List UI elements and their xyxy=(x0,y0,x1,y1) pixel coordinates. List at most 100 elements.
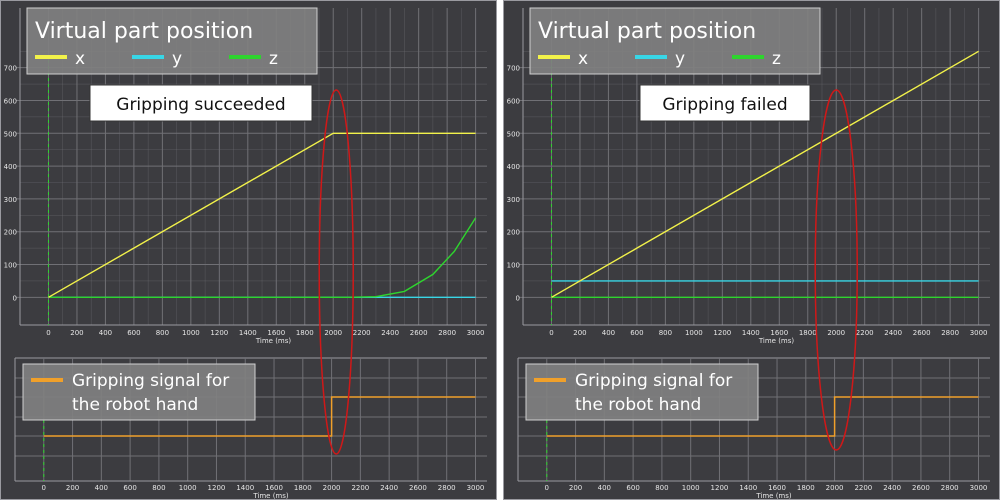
x-tick-label: 1200 xyxy=(210,329,228,337)
signal-legend: Gripping signal for the robot hand xyxy=(525,363,759,421)
signal-legend-line2: the robot hand xyxy=(72,395,198,415)
legend-label-z: z xyxy=(772,49,781,69)
x-tick-label: 200 xyxy=(70,329,83,337)
x-tick-label: 400 xyxy=(95,484,108,492)
y-tick-label: 500 xyxy=(507,130,520,138)
status-label-group: Gripping failed xyxy=(639,84,811,122)
x-tick-label: 2800 xyxy=(941,329,959,337)
status-label-box xyxy=(89,84,313,122)
x-tick-label: 2800 xyxy=(438,329,456,337)
x-tick-label: 2400 xyxy=(380,484,398,492)
panel-failed: 0 100 200 300 400 500 600 700 0 200 400 600 800 1000 1… xyxy=(503,0,1000,500)
y-tick-label: 600 xyxy=(4,97,17,105)
x-tick-label: 1200 xyxy=(208,484,226,492)
x-tick-label: 1800 xyxy=(799,329,817,337)
x-tick-label: 1800 xyxy=(294,484,312,492)
x-axis-label: Time (ms) xyxy=(255,337,292,345)
signal-legend-line2: the robot hand xyxy=(575,395,701,415)
x-axis-label: Time (ms) xyxy=(755,492,792,500)
x-axis-label: Time (ms) xyxy=(252,492,289,500)
highlight-ellipse xyxy=(318,89,354,455)
signal-legend-line1: Gripping signal for xyxy=(575,371,732,391)
series-gripping-signal-line xyxy=(546,396,979,437)
x-tick-label: 2200 xyxy=(856,329,874,337)
y-tick-label: 400 xyxy=(4,163,17,171)
highlight-ellipse xyxy=(814,89,858,451)
x-tick-label: 1400 xyxy=(742,329,760,337)
x-tick-label: 1000 xyxy=(179,484,197,492)
x-tick-label: 3000 xyxy=(467,484,485,492)
x-tick-label: 600 xyxy=(127,329,140,337)
x-tick-label: 2200 xyxy=(353,329,371,337)
y-tick-label: 700 xyxy=(507,65,520,73)
x-tick-label: 1600 xyxy=(768,484,786,492)
status-label: Gripping succeeded xyxy=(116,95,285,115)
legend-box xyxy=(26,7,318,75)
x-tick-label: 0 xyxy=(549,329,553,337)
x-tick-label: 2200 xyxy=(854,484,872,492)
y-tick-label: 600 xyxy=(507,97,520,105)
x-tick-label: 2800 xyxy=(941,484,959,492)
y-tick-label: 500 xyxy=(4,130,17,138)
x-tick-label: 0 xyxy=(545,484,549,492)
x-tick-label: 200 xyxy=(66,484,79,492)
panel-background xyxy=(503,0,1000,500)
y-tick-label: 0 xyxy=(516,294,520,302)
y-tick-label: 200 xyxy=(4,229,17,237)
x-tick-label: 1200 xyxy=(713,329,731,337)
status-label: Gripping failed xyxy=(662,95,787,115)
legend-title: Virtual part position xyxy=(538,19,756,44)
signal-legend: Gripping signal for the robot hand xyxy=(22,363,256,421)
series-x-line xyxy=(48,132,476,298)
y-tick-label: 100 xyxy=(507,262,520,270)
x-tick-label: 2400 xyxy=(381,329,399,337)
status-label-box xyxy=(639,84,811,122)
x-tick-label: 400 xyxy=(99,329,112,337)
y-tick-label: 300 xyxy=(507,196,520,204)
x-tick-label: 2600 xyxy=(409,484,427,492)
x-tick-label: 1000 xyxy=(685,329,703,337)
x-tick-label: 800 xyxy=(152,484,165,492)
x-tick-label: 0 xyxy=(46,329,50,337)
x-tick-label: 2000 xyxy=(324,329,342,337)
x-tick-label: 1400 xyxy=(739,484,757,492)
x-tick-label: 3000 xyxy=(970,329,988,337)
x-tick-label: 3000 xyxy=(970,484,988,492)
y-tick-label: 400 xyxy=(507,163,520,171)
x-tick-label: 200 xyxy=(573,329,586,337)
x-tick-label: 800 xyxy=(655,484,668,492)
position-legend: Virtual part position x y z xyxy=(26,7,318,75)
x-tick-label: 3000 xyxy=(467,329,485,337)
x-tick-label: 1800 xyxy=(296,329,314,337)
legend-title: Virtual part position xyxy=(35,19,253,44)
x-tick-label: 2600 xyxy=(913,329,931,337)
x-tick-label: 400 xyxy=(602,329,615,337)
y-tick-label: 100 xyxy=(4,262,17,270)
position-legend: Virtual part position x y z xyxy=(529,7,821,75)
series-gripping-signal-line xyxy=(43,396,476,437)
x-tick-label: 2600 xyxy=(912,484,930,492)
x-tick-label: 200 xyxy=(569,484,582,492)
x-tick-label: 800 xyxy=(659,329,672,337)
x-tick-label: 2000 xyxy=(827,329,845,337)
x-tick-label: 2200 xyxy=(351,484,369,492)
series-x-line xyxy=(551,50,979,298)
legend-label-y: y xyxy=(172,49,182,69)
legend-label-z: z xyxy=(269,49,278,69)
x-tick-label: 2800 xyxy=(438,484,456,492)
x-tick-label: 2000 xyxy=(826,484,844,492)
legend-box xyxy=(529,7,821,75)
y-tick-label: 700 xyxy=(4,65,17,73)
y-tick-label: 300 xyxy=(4,196,17,204)
x-tick-label: 1600 xyxy=(265,484,283,492)
signal-legend-box xyxy=(525,363,759,421)
x-tick-label: 1000 xyxy=(182,329,200,337)
x-tick-label: 600 xyxy=(626,484,639,492)
y-tick-label: 0 xyxy=(13,294,17,302)
x-tick-label: 600 xyxy=(123,484,136,492)
x-tick-label: 1400 xyxy=(239,329,257,337)
panel-background xyxy=(0,0,497,500)
x-tick-label: 1800 xyxy=(797,484,815,492)
x-tick-label: 2400 xyxy=(884,329,902,337)
x-tick-label: 2400 xyxy=(883,484,901,492)
